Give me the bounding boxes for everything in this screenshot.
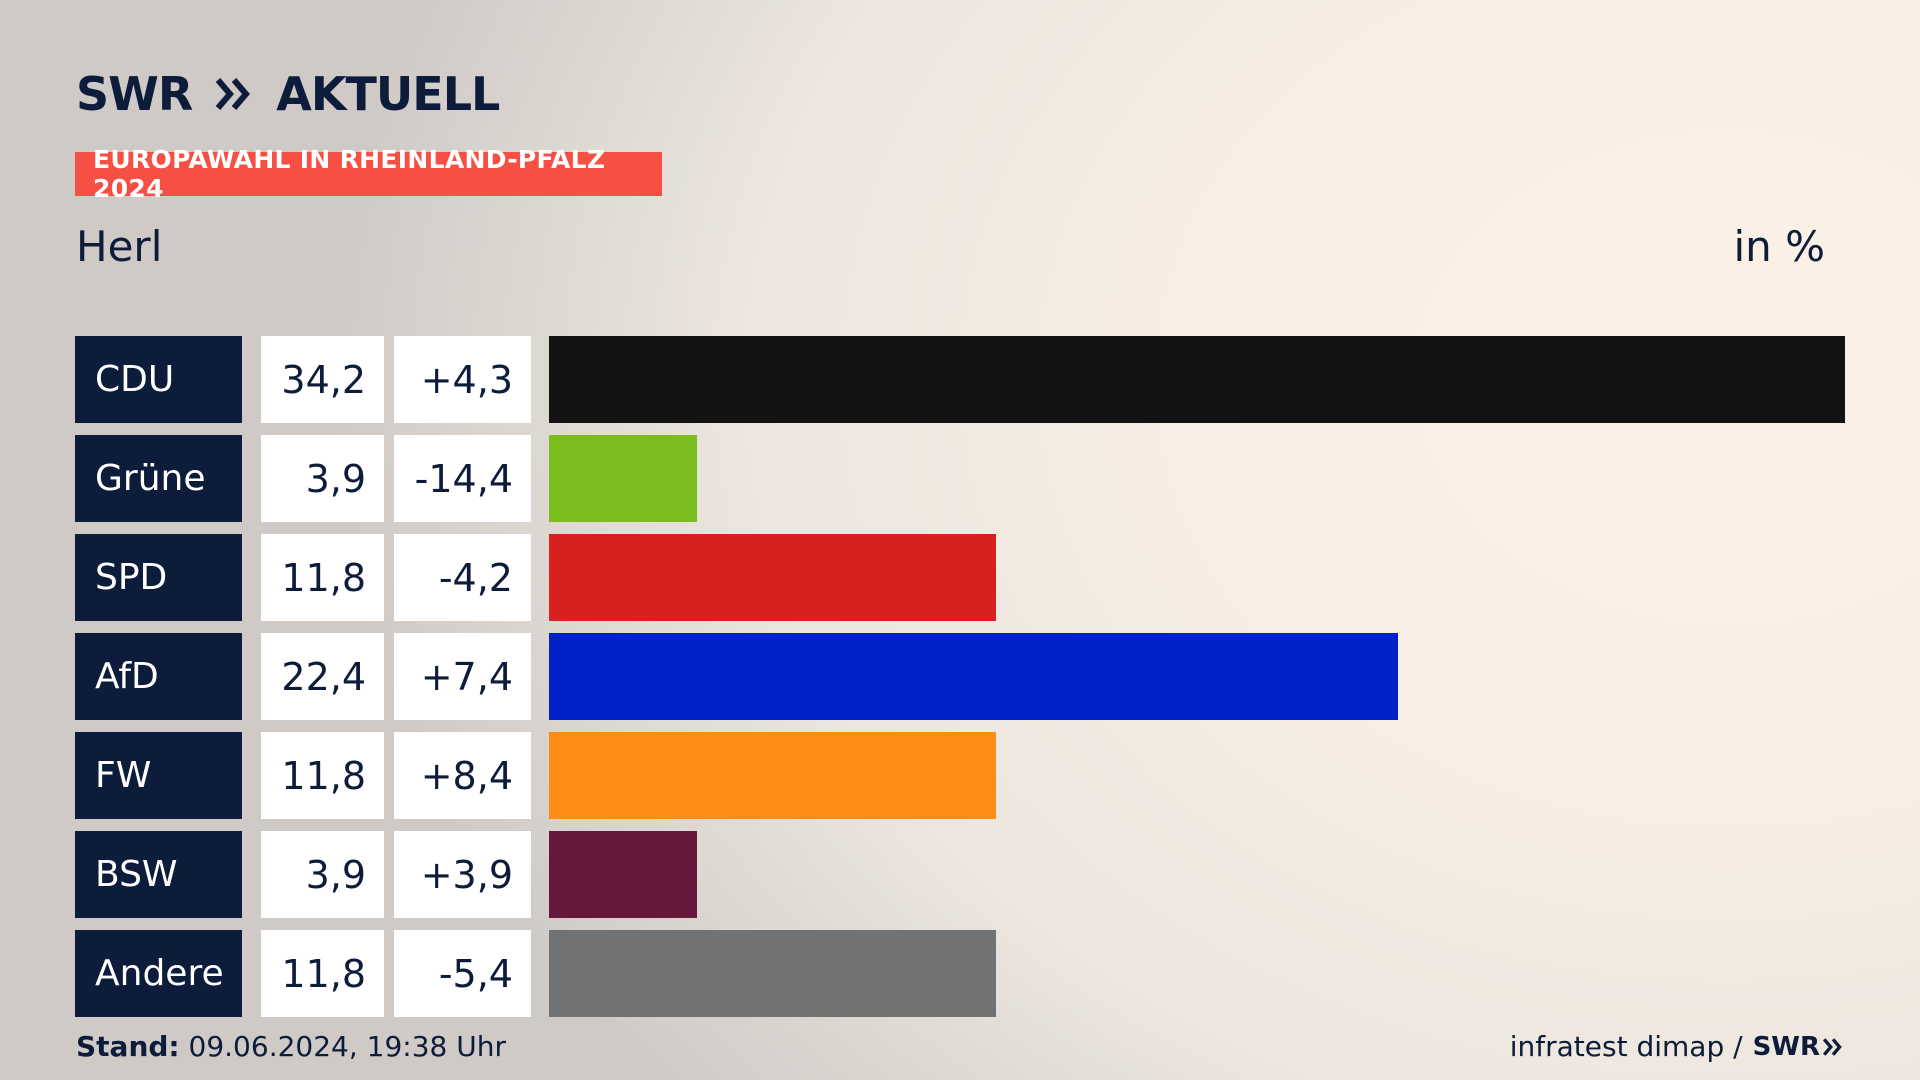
swr-aktuell-logo: SWR AKTUELL — [76, 66, 500, 122]
double-chevron-icon — [216, 78, 251, 110]
footer-logo-text: SWR — [1752, 1031, 1820, 1062]
vote-share-value: 3,9 — [261, 435, 384, 522]
change-value: +4,3 — [394, 336, 531, 423]
party-label: BSW — [75, 831, 242, 918]
vote-share-value: 11,8 — [261, 732, 384, 819]
vote-share-value: 34,2 — [261, 336, 384, 423]
party-label: SPD — [75, 534, 242, 621]
result-row: SPD 11,8 -4,2 — [75, 534, 1845, 621]
result-row: Andere 11,8 -5,4 — [75, 930, 1845, 1017]
party-label: AfD — [75, 633, 242, 720]
change-value: +8,4 — [394, 732, 531, 819]
stand-label: Stand: — [76, 1030, 180, 1063]
change-value: -4,2 — [394, 534, 531, 621]
footer-chevron-icon — [1822, 1037, 1842, 1056]
change-value: -14,4 — [394, 435, 531, 522]
result-row: CDU 34,2 +4,3 — [75, 336, 1845, 423]
result-bar — [549, 534, 996, 621]
vote-share-value: 22,4 — [261, 633, 384, 720]
party-label: Andere — [75, 930, 242, 1017]
footer-timestamp: Stand: 09.06.2024, 19:38 Uhr — [76, 1030, 506, 1063]
result-bar — [549, 336, 1845, 423]
footer-swr-logo: SWR — [1753, 1032, 1844, 1062]
result-bar — [549, 831, 697, 918]
vote-share-value: 11,8 — [261, 534, 384, 621]
change-value: -5,4 — [394, 930, 531, 1017]
result-bar — [549, 732, 996, 819]
election-badge: EUROPAWAHL IN RHEINLAND-PFALZ 2024 — [75, 145, 662, 203]
result-bar — [549, 435, 697, 522]
party-label: CDU — [75, 336, 242, 423]
change-value: +3,9 — [394, 831, 531, 918]
vote-share-value: 11,8 — [261, 930, 384, 1017]
party-label: Grüne — [75, 435, 242, 522]
result-bar — [549, 633, 1398, 720]
change-value: +7,4 — [394, 633, 531, 720]
party-label: FW — [75, 732, 242, 819]
result-row: AfD 22,4 +7,4 — [75, 633, 1845, 720]
logo-aktuell-text: AKTUELL — [276, 67, 500, 121]
source-text: infratest dimap / — [1509, 1030, 1743, 1063]
result-row: Grüne 3,9 -14,4 — [75, 435, 1845, 522]
result-bar — [549, 930, 996, 1017]
result-row: FW 11,8 +8,4 — [75, 732, 1845, 819]
unit-label: in % — [1733, 222, 1825, 271]
logo-swr-text: SWR — [76, 67, 193, 121]
footer-source: infratest dimap / SWR — [1510, 1030, 1844, 1063]
result-row: BSW 3,9 +3,9 — [75, 831, 1845, 918]
stand-value: 09.06.2024, 19:38 Uhr — [188, 1030, 506, 1063]
region-title: Herl — [76, 222, 163, 271]
vote-share-value: 3,9 — [261, 831, 384, 918]
